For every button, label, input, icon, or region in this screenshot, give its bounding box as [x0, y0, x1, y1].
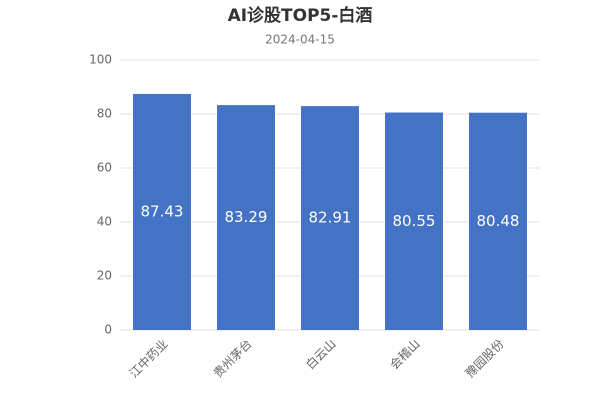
- value-label: 83.29: [225, 208, 268, 226]
- y-tick-label: 100: [89, 53, 112, 67]
- x-tick-label: 贵州茅台: [210, 336, 255, 381]
- bar: [217, 105, 275, 330]
- x-tick-label: 会稽山: [387, 336, 423, 372]
- bar: [385, 112, 443, 330]
- chart-title: AI诊股TOP5-白酒: [228, 5, 373, 26]
- chart-subtitle: 2024-04-15: [265, 33, 335, 47]
- value-label: 82.91: [309, 209, 352, 227]
- x-tick-label: 豫园股份: [463, 337, 507, 381]
- y-tick-label: 0: [104, 323, 112, 337]
- x-tick-label: 白云山: [303, 336, 339, 372]
- y-tick-label: 20: [97, 269, 112, 283]
- x-tick-label: 江中药业: [126, 336, 171, 381]
- value-label: 87.43: [141, 202, 184, 220]
- value-label: 80.48: [477, 212, 520, 230]
- value-label: 80.55: [393, 212, 436, 230]
- bar: [133, 93, 191, 331]
- y-tick-label: 40: [97, 215, 112, 229]
- bar: [301, 106, 359, 330]
- bar: [469, 112, 527, 330]
- y-tick-label: 60: [97, 161, 112, 175]
- y-tick-label: 80: [97, 107, 112, 121]
